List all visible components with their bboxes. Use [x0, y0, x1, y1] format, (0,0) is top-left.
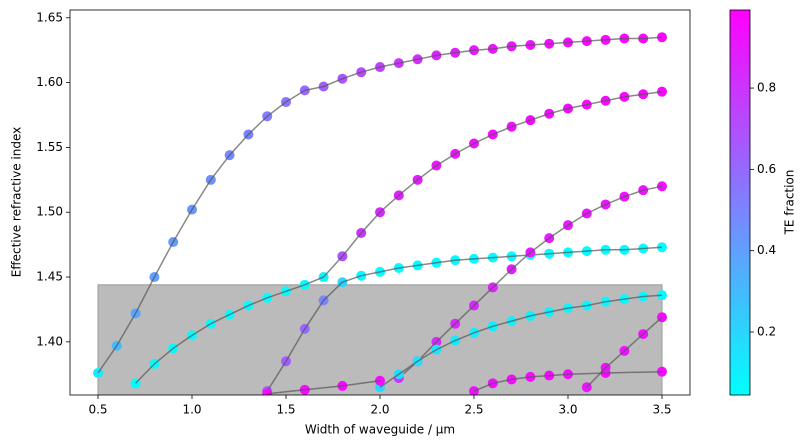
mode-line — [267, 379, 381, 395]
plot-area — [93, 32, 667, 395]
colorbar-label: TE fraction — [783, 170, 797, 236]
y-tick-label: 1.65 — [36, 10, 63, 24]
mode-line — [266, 246, 663, 392]
mode-line — [135, 90, 663, 384]
colorbar-tick-label: 0.6 — [757, 162, 776, 176]
colorbar-tick-label: 0.4 — [757, 243, 776, 257]
x-tick-label: 3.5 — [652, 403, 671, 417]
y-tick-label: 1.50 — [36, 205, 63, 219]
mode-line — [379, 294, 663, 388]
mode-line — [586, 316, 663, 388]
y-tick-label: 1.60 — [36, 75, 63, 89]
colorbar — [729, 9, 751, 396]
x-axis-label: Width of waveguide / µm — [305, 423, 455, 437]
colorbar-tick-label: 0.8 — [757, 81, 776, 95]
y-axis-label: Effective refractive index — [10, 127, 24, 278]
x-tick-label: 0.5 — [88, 403, 107, 417]
y-tick-label: 1.40 — [36, 334, 63, 348]
colorbar-tick-label: 0.2 — [757, 324, 776, 338]
x-tick-label: 1.5 — [276, 403, 295, 417]
y-tick-label: 1.55 — [36, 140, 63, 154]
x-tick-label: 3.0 — [558, 403, 577, 417]
x-tick-label: 2.5 — [464, 403, 483, 417]
x-tick-label: 2.0 — [370, 403, 389, 417]
axes: 0.5 1.0 1.5 2.0 2.5 3.0 3.5 1.40 1.45 1.50 1.55 1.6… — [36, 9, 776, 417]
mode-line — [97, 36, 663, 374]
y-tick-label: 1.45 — [36, 270, 63, 284]
x-tick-label: 1.0 — [182, 403, 201, 417]
mode-line — [398, 185, 663, 379]
